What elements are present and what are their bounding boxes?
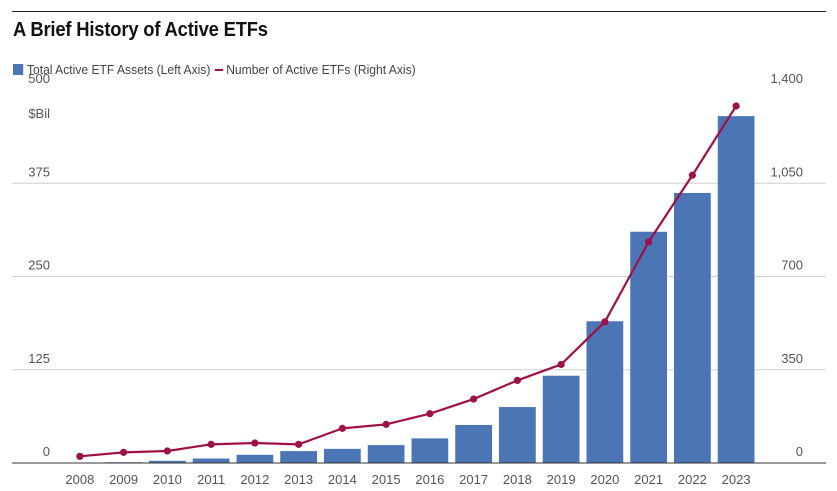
- line-point-2011: [207, 440, 215, 448]
- left-tick-label: 500: [28, 71, 50, 86]
- line-point-2010: [163, 447, 171, 455]
- bar-2019: [542, 375, 580, 463]
- legend: Total Active ETF Assets (Left Axis) Numb…: [13, 62, 416, 77]
- bar-2014: [324, 448, 361, 463]
- left-axis-unit: $Bil: [28, 106, 50, 121]
- line-series: [76, 102, 740, 460]
- x-tick-label: 2015: [372, 472, 401, 487]
- line-point-2023: [732, 102, 740, 110]
- bar-2022: [674, 192, 711, 463]
- line-point-2017: [470, 395, 478, 403]
- line-point-2020: [601, 318, 609, 326]
- left-tick-label: 125: [28, 351, 50, 366]
- x-tick-label: 2022: [678, 472, 707, 487]
- right-tick-label: 700: [781, 258, 803, 273]
- line-point-2015: [382, 420, 390, 428]
- left-tick-label: 375: [28, 164, 50, 179]
- line-point-2014: [338, 424, 346, 432]
- x-tick-label: 2013: [284, 472, 313, 487]
- line-point-2019: [557, 360, 565, 369]
- right-tick-label: 1,400: [770, 71, 803, 86]
- line-point-2009: [120, 448, 128, 456]
- line-point-2008: [76, 452, 84, 460]
- legend-bar-swatch: [13, 64, 24, 75]
- line-point-2022: [688, 171, 696, 179]
- bar-2020: [586, 321, 624, 463]
- right-tick-label: 1,050: [770, 164, 803, 179]
- line-point-2016: [426, 410, 434, 418]
- legend-line-label: Number of Active ETFs (Right Axis): [226, 62, 416, 77]
- x-tick-label: 2008: [65, 472, 94, 487]
- bar-2015: [367, 445, 405, 463]
- chart-title: A Brief History of Active ETFs: [13, 19, 268, 41]
- bars: [105, 116, 755, 464]
- x-tick-label: 2011: [197, 472, 225, 487]
- x-tick-label: 2021: [634, 472, 663, 487]
- bar-2023: [717, 116, 755, 464]
- bar-2010: [149, 460, 186, 463]
- bar-2016: [411, 438, 449, 463]
- line-point-2013: [295, 440, 303, 448]
- bar-2018: [499, 407, 536, 463]
- left-tick-label: 0: [43, 444, 50, 459]
- top-rule: [12, 11, 826, 12]
- x-tick-label: 2018: [503, 472, 532, 487]
- line-point-2012: [251, 439, 259, 447]
- right-tick-label: 0: [796, 444, 803, 459]
- line-point-2021: [645, 238, 653, 246]
- bar-2013: [280, 451, 317, 463]
- legend-bar-label: Total Active ETF Assets (Left Axis): [26, 62, 211, 77]
- right-tick-label: 350: [781, 351, 803, 366]
- bar-2012: [236, 454, 274, 463]
- x-tick-label: 2012: [240, 472, 269, 487]
- bar-2011: [192, 458, 230, 463]
- x-tick-label: 2010: [153, 472, 182, 487]
- x-tick-label: 2019: [547, 472, 576, 487]
- bar-2017: [455, 424, 492, 463]
- line-point-2018: [513, 376, 521, 385]
- line-path: [79, 105, 738, 458]
- axes: 500 1,400 375 1,050 250 700 125 350 0 0 $Bil 2008 20…: [12, 71, 826, 487]
- x-tick-label: 2014: [328, 472, 357, 487]
- x-tick-label: 2016: [415, 472, 444, 487]
- bar-2021: [630, 231, 667, 463]
- x-tick-label: 2023: [722, 472, 751, 487]
- legend-line-swatch: [215, 68, 224, 71]
- x-tick-label: 2017: [459, 472, 488, 487]
- x-tick-label: 2020: [590, 472, 619, 487]
- x-tick-label: 2009: [109, 472, 138, 487]
- left-tick-label: 250: [28, 258, 50, 273]
